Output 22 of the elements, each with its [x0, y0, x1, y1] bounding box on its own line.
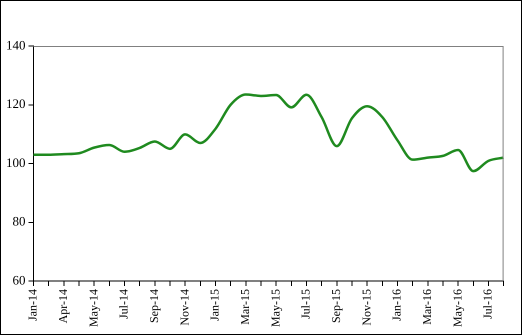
x-tick-label: Sep-15	[328, 289, 343, 324]
x-tick-label: Jan-16	[390, 289, 404, 322]
x-tick-label: May-14	[86, 289, 100, 328]
y-tick-label: 100	[6, 154, 26, 170]
y-tick-label: 60	[12, 272, 26, 288]
x-tick-label: Apr-14	[56, 289, 70, 324]
x-tick-label: May-15	[268, 289, 282, 328]
x-tick-label: Jan-15	[208, 289, 222, 322]
x-tick-label: Jan-14	[26, 289, 40, 322]
x-tick-label: Mar-15	[238, 289, 252, 325]
x-tick-label: Jul-16	[480, 289, 495, 320]
x-tick-label: Jul-14	[116, 289, 131, 320]
x-tick-label: Mar-16	[420, 289, 434, 325]
x-tick-label: Nov-14	[177, 289, 192, 326]
y-tick-label: 80	[12, 214, 26, 229]
x-tick-label: Sep-14	[146, 289, 161, 324]
x-tick-label: Nov-15	[359, 289, 374, 326]
x-tick-label: Jul-15	[298, 289, 313, 320]
x-tick-label: May-16	[450, 289, 464, 328]
y-tick-label: 140	[6, 37, 26, 52]
line-series	[32, 93, 505, 172]
y-tick-label: 120	[6, 96, 26, 112]
